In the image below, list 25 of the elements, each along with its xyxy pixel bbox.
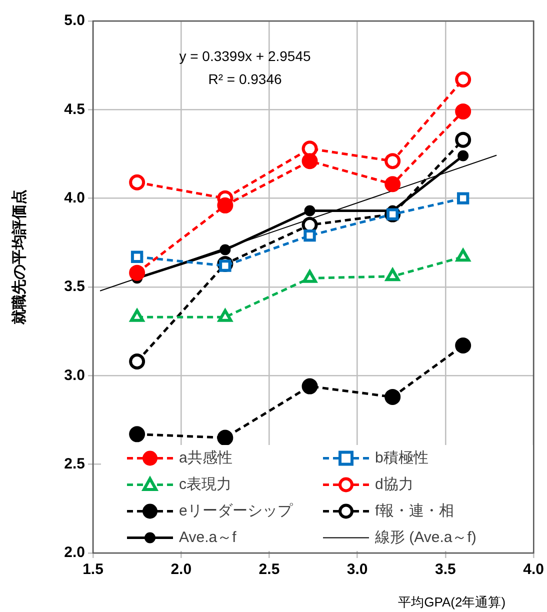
x-tick-label: 3.5	[435, 561, 456, 578]
y-tick-label: 3.5	[64, 278, 85, 296]
y-tick-label: 5.0	[64, 12, 85, 30]
y-tick-label: 2.5	[64, 455, 85, 472]
x-axis-title: 平均GPA(2年通算)	[398, 594, 506, 610]
x-tick-label: 1.5	[82, 561, 104, 578]
x-tick-label: 3.0	[346, 561, 368, 578]
legend-label: b積極性	[375, 449, 428, 466]
x-tick-label: 2.0	[170, 561, 192, 578]
legend-label: 線形 (Ave.a～f)	[374, 528, 476, 546]
y-axis-title: 就職先の平均評価点	[11, 190, 28, 326]
y-tick-label: 4.0	[64, 189, 85, 206]
annotation: y = 0.3399x + 2.9545	[179, 48, 311, 64]
x-tick-label: 2.5	[258, 561, 280, 578]
legend-label: a共感性	[179, 449, 232, 466]
legend-label: c表現力	[179, 476, 232, 493]
legend-label: Ave.a～f	[179, 528, 238, 546]
y-tick-label: 4.5	[64, 100, 85, 118]
legend-label: eリーダーシップ	[179, 502, 294, 520]
legend-label: d協力	[375, 476, 414, 493]
x-tick-label: 4.0	[523, 561, 544, 578]
annotation: R² = 0.9346	[208, 70, 282, 87]
y-tick-label: 2.0	[64, 544, 85, 562]
legend-label: f報・連・相	[375, 502, 454, 520]
y-tick-label: 3.0	[64, 366, 85, 384]
